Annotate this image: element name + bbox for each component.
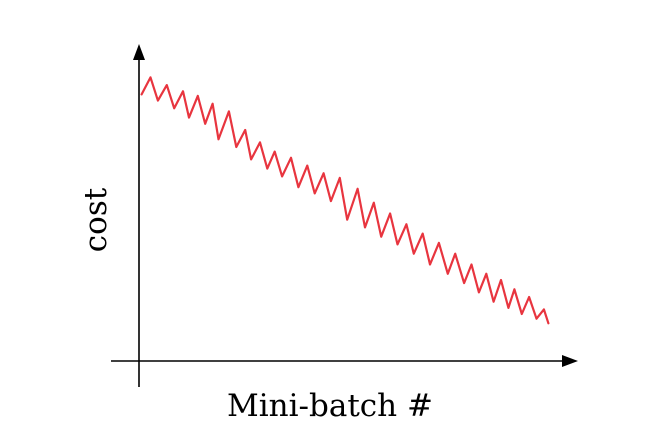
y-axis-arrowhead (133, 44, 145, 60)
plot-area: Mini-batch # cost (78, 44, 578, 424)
series-layer (140, 76, 550, 325)
y-axis-label: cost (78, 187, 114, 252)
series-line-1 (140, 76, 550, 325)
x-axis-arrowhead (562, 355, 578, 367)
x-axis-label: Mini-batch # (227, 388, 433, 424)
